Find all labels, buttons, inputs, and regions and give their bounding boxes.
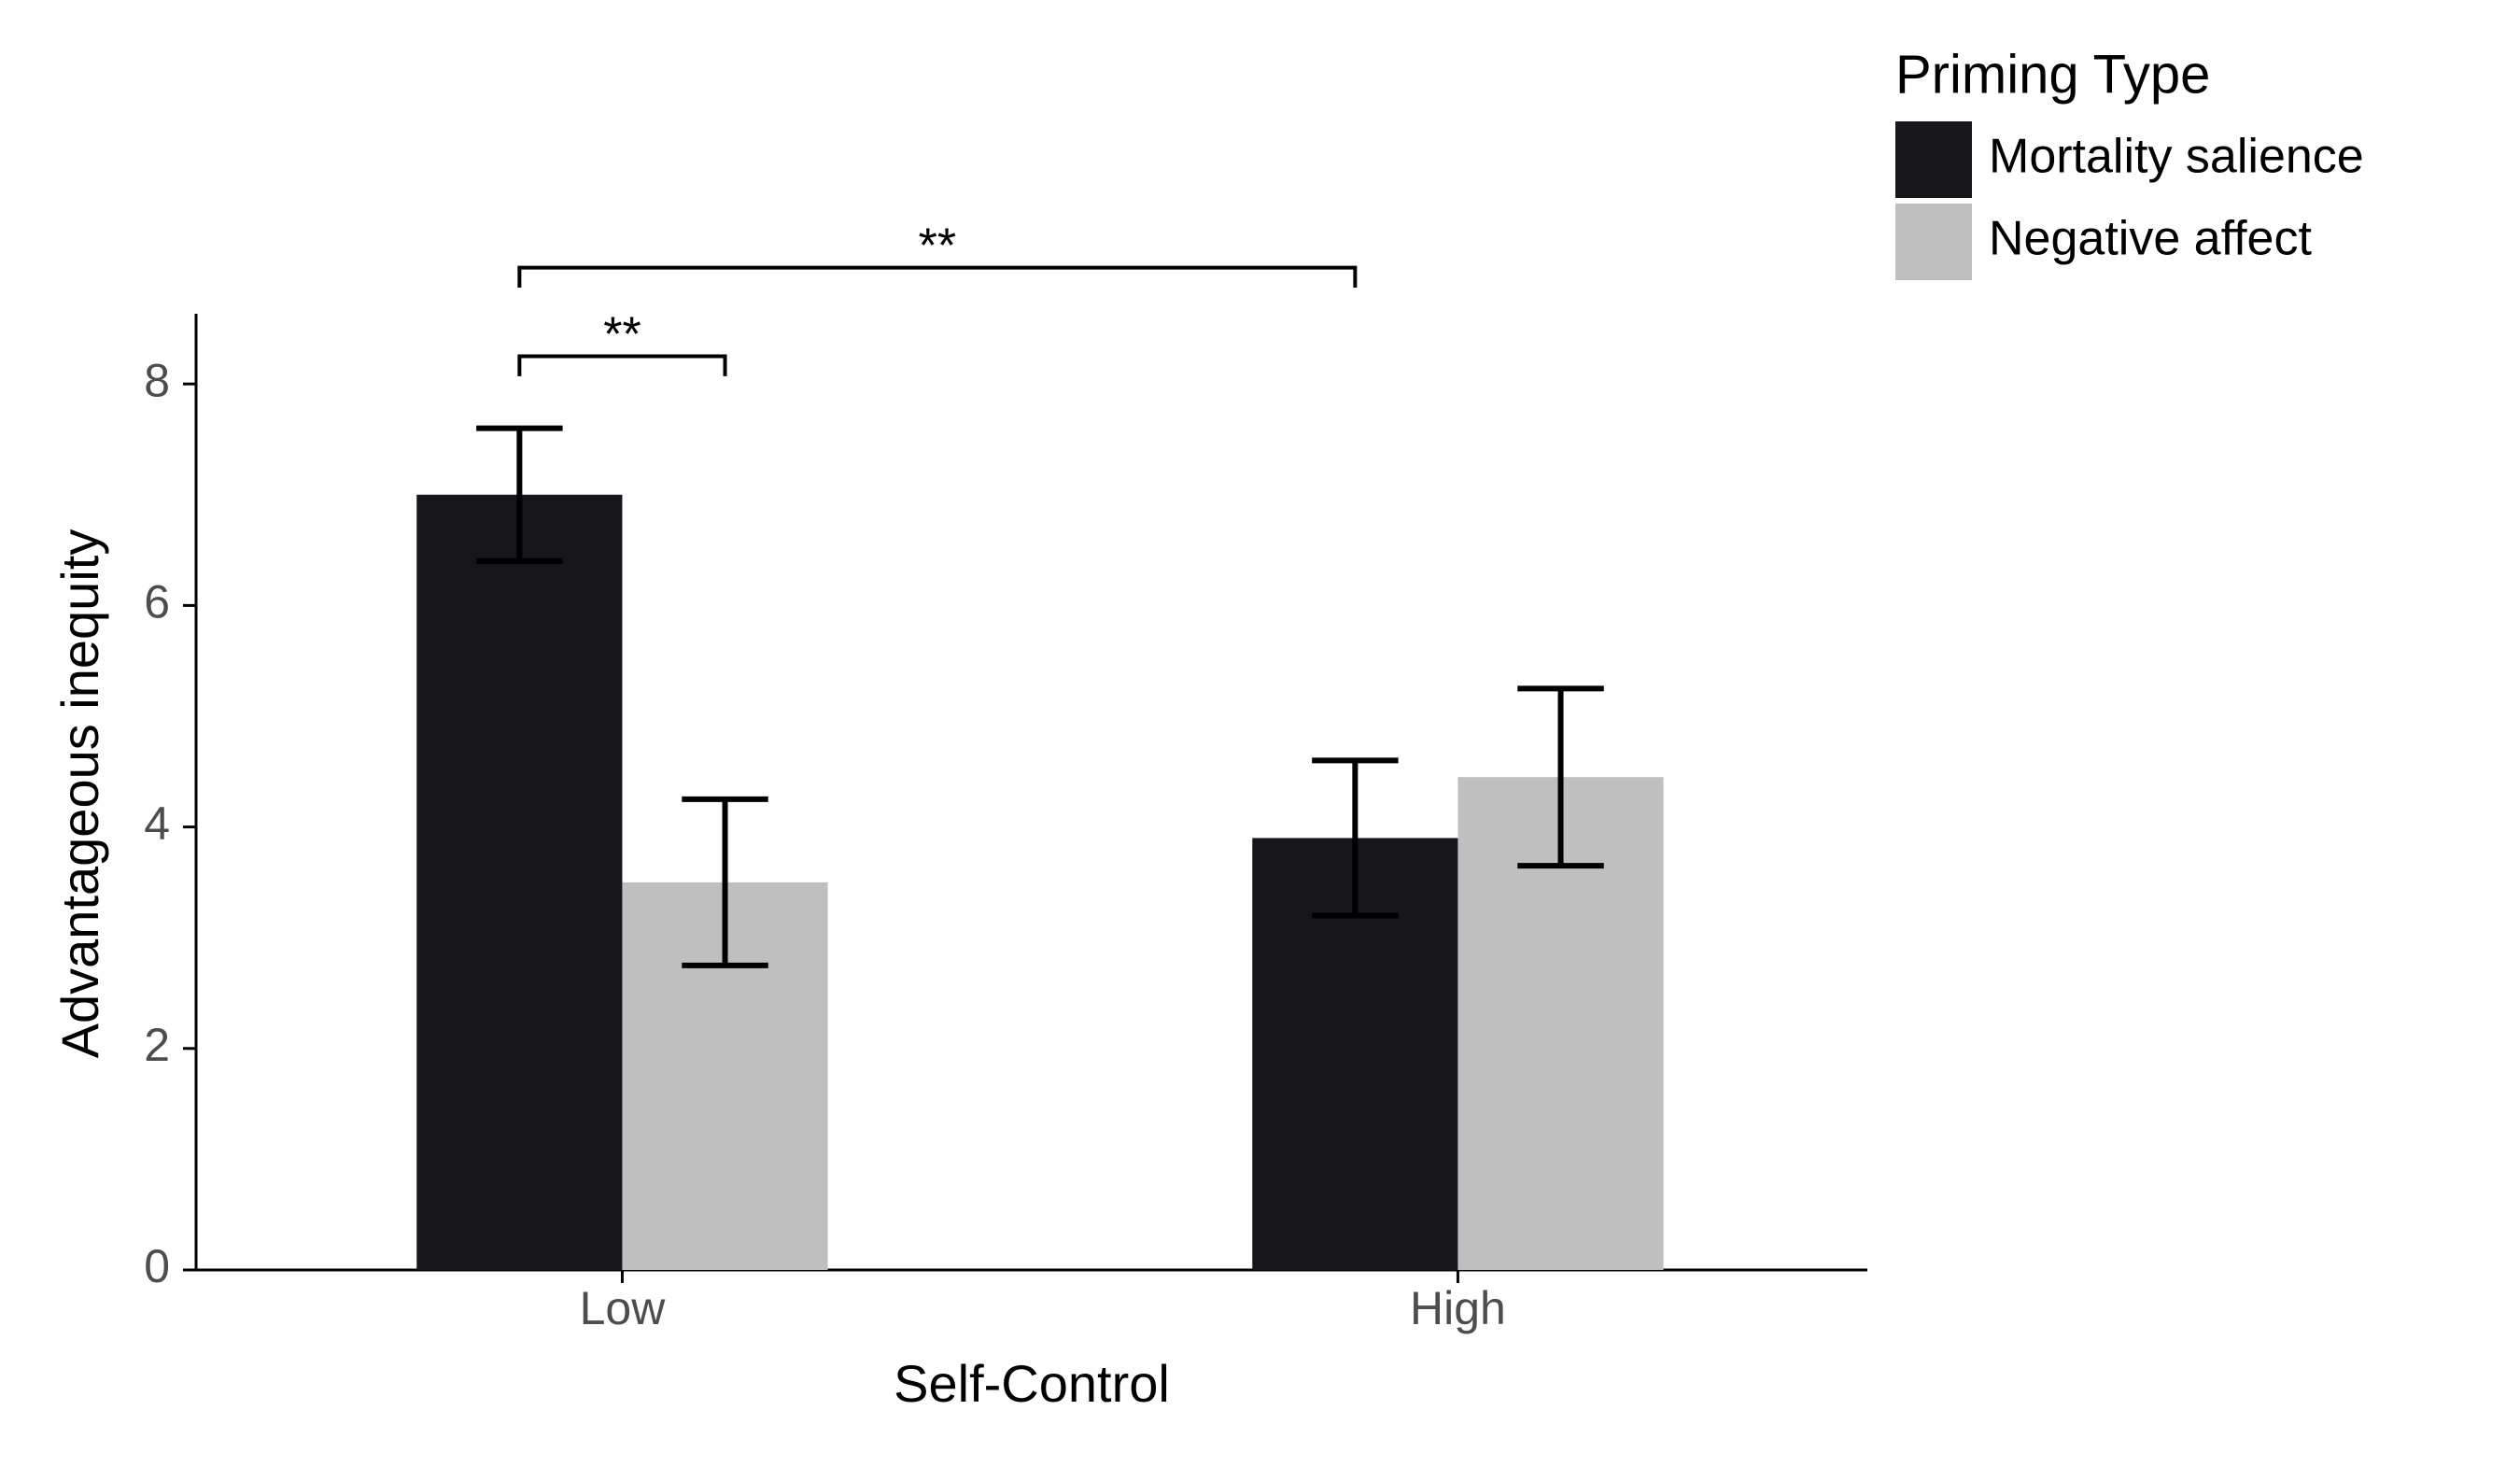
significance-label: ** <box>603 308 641 362</box>
legend-swatch <box>1895 204 1972 280</box>
y-tick-label: 0 <box>144 1240 170 1292</box>
y-axis-title: Advantageous inequity <box>50 529 109 1059</box>
y-tick-label: 4 <box>144 797 170 850</box>
significance-label: ** <box>919 219 956 274</box>
bar <box>416 495 622 1270</box>
x-tick-label: Low <box>580 1282 667 1334</box>
y-tick-label: 2 <box>144 1019 170 1071</box>
chart-container: 0 2 4 6 8 Advantageous inequity Low High Self-Co… <box>0 0 2520 1481</box>
legend-label: Mortality salience <box>1989 130 2364 184</box>
legend-label: Negative affect <box>1989 212 2312 266</box>
legend-title: Priming Type <box>1895 45 2210 106</box>
x-axis-title: Self-Control <box>894 1354 1170 1413</box>
bar-chart: 0 2 4 6 8 Advantageous inequity Low High Self-Co… <box>0 0 2520 1481</box>
legend-swatch <box>1895 121 1972 198</box>
y-tick-label: 8 <box>144 354 170 406</box>
y-tick-label: 6 <box>144 576 170 628</box>
x-tick-label: High <box>1410 1282 1506 1334</box>
